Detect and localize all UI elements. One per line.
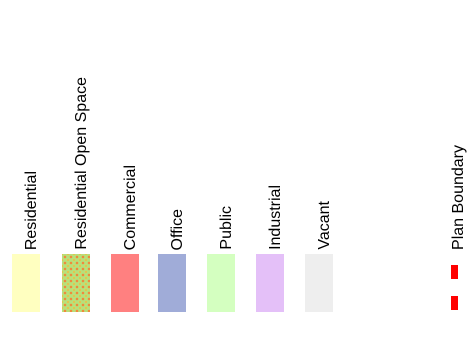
plan-boundary-dash [451,265,458,279]
legend-label-public: Public [218,206,235,250]
legend-item-commercial: Commercial [111,0,151,344]
plan-boundary-dash [451,296,458,310]
legend-swatch-vacant [305,254,333,312]
legend-label-residential-open-space: Residential Open Space [73,77,90,250]
legend-item-residential: Residential [12,0,52,344]
legend-swatch-commercial [111,254,139,312]
legend-swatch-industrial [256,254,284,312]
legend-item-industrial: Industrial [256,0,296,344]
legend-label-plan-boundary: Plan Boundary [450,145,467,250]
legend-swatch-residential-open-space [62,254,90,312]
legend-item-office: Office [158,0,198,344]
legend-item-public: Public [207,0,247,344]
legend-item-plan-boundary: Plan Boundary [449,0,472,344]
legend-label-office: Office [169,208,186,251]
legend-label-commercial: Commercial [122,164,139,250]
legend-swatch-residential [12,254,40,312]
legend-swatch-public [207,254,235,312]
legend-item-residential-open-space: Residential Open Space [62,0,102,344]
legend-label-residential: Residential [23,170,40,250]
legend-label-vacant: Vacant [316,201,333,250]
legend-label-industrial: Industrial [267,185,284,250]
legend-item-vacant: Vacant [305,0,345,344]
legend-swatch-office [158,254,186,312]
